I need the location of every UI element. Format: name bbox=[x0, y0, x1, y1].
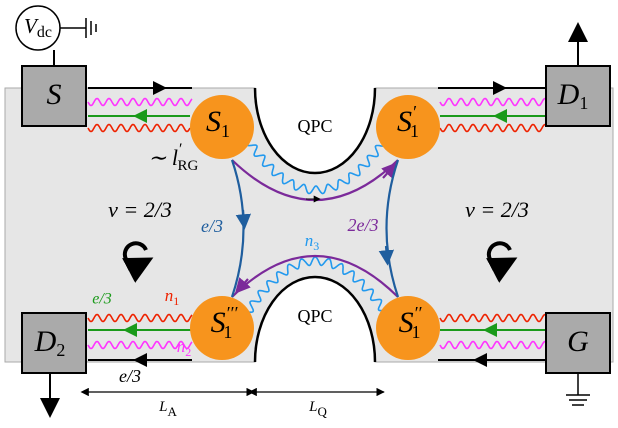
arrow bbox=[386, 246, 387, 258]
label-main: S bbox=[206, 105, 221, 138]
label-sub: Q bbox=[317, 404, 327, 419]
label-sub: 1 bbox=[223, 322, 232, 342]
label-sub: 1 bbox=[221, 121, 230, 141]
label-sub: 1 bbox=[579, 93, 588, 113]
charge-label: e/3 bbox=[92, 291, 112, 308]
hotspot-label: S′′1 bbox=[399, 303, 423, 342]
arrow bbox=[243, 210, 244, 222]
label-sub: 1 bbox=[173, 294, 179, 308]
label-sub: 3 bbox=[313, 239, 319, 253]
filling-label: ν = 2/3 bbox=[108, 197, 172, 222]
label-sup: ′′ bbox=[414, 303, 423, 323]
diagram: S D1 D2 G Vdc S1 S′1 S′′1 S′′′1 QPC QPC … bbox=[0, 0, 618, 428]
qpc-label: QPC bbox=[297, 306, 332, 326]
output-arrow bbox=[40, 398, 60, 418]
label-main: D bbox=[557, 78, 580, 111]
label-main: L bbox=[308, 399, 317, 415]
label-main: D bbox=[34, 325, 57, 358]
label-sub: A bbox=[167, 404, 177, 419]
label-main: L bbox=[158, 399, 167, 415]
charge-label: 2e/3 bbox=[348, 215, 379, 235]
output-arrow bbox=[568, 22, 588, 42]
label-main: n bbox=[305, 231, 314, 250]
label-sup: ′′′ bbox=[226, 303, 239, 323]
hotspot-label: S′1 bbox=[397, 102, 419, 141]
charge-label: e/3 bbox=[201, 216, 223, 236]
label-main: n bbox=[165, 286, 174, 305]
label-main: n bbox=[177, 337, 186, 356]
contact-label: G bbox=[567, 325, 589, 358]
contact-label: S bbox=[47, 78, 62, 111]
label-sup: ′ bbox=[178, 141, 182, 158]
label-sub: 2 bbox=[56, 340, 65, 360]
filling-label: ν = 2/3 bbox=[465, 197, 529, 222]
charge-label: e/3 bbox=[119, 366, 141, 386]
qpc-label: QPC bbox=[297, 116, 332, 136]
label-sub: 1 bbox=[411, 322, 420, 342]
label-sub: 1 bbox=[410, 121, 419, 141]
label-sub: dc bbox=[37, 24, 52, 41]
length-label: LA bbox=[158, 399, 177, 419]
length-label: LQ bbox=[308, 399, 327, 419]
label-main: ∼ l bbox=[148, 145, 178, 170]
label-sub: RG bbox=[178, 158, 199, 174]
label-sub: 2 bbox=[185, 345, 191, 359]
